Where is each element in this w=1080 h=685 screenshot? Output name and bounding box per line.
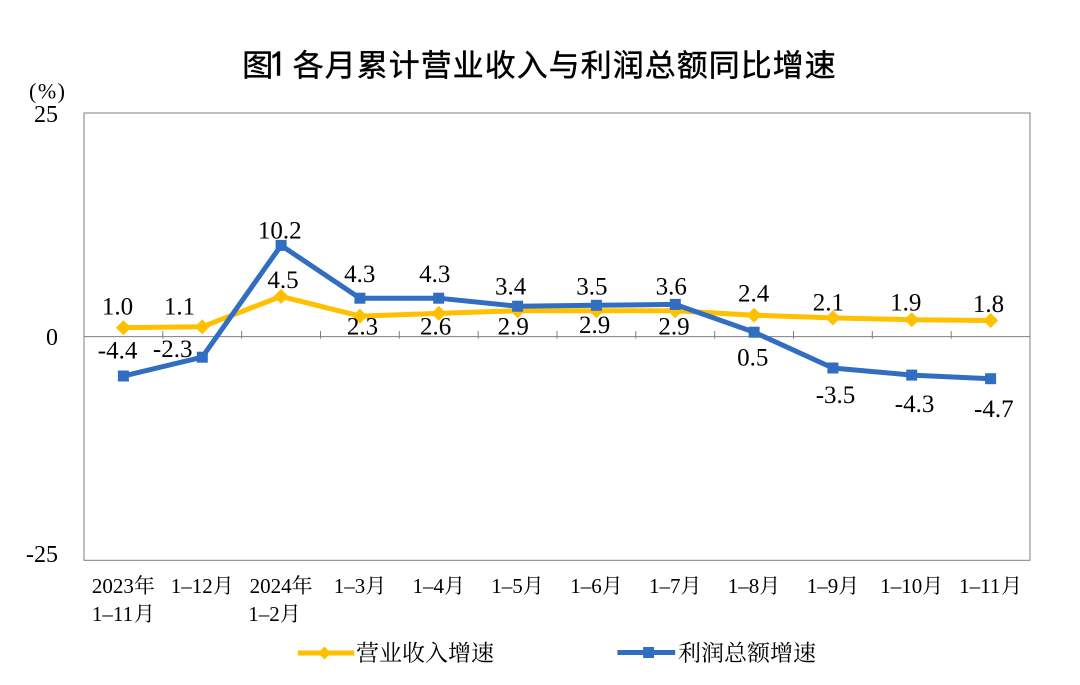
svg-text:1–8: 1–8	[728, 574, 760, 598]
svg-text:-3.5: -3.5	[816, 382, 856, 409]
svg-text:2.6: 2.6	[420, 314, 451, 341]
svg-text:-25: -25	[26, 542, 58, 568]
svg-text:10.2: 10.2	[258, 218, 302, 245]
svg-text:1–4: 1–4	[413, 574, 445, 598]
svg-text:2.9: 2.9	[658, 314, 689, 341]
svg-text:0.5: 0.5	[737, 345, 768, 372]
svg-text:2.3: 2.3	[347, 314, 378, 341]
svg-text:1–5: 1–5	[491, 574, 523, 598]
svg-text:1–11: 1–11	[92, 602, 133, 626]
svg-text:1–3: 1–3	[334, 574, 366, 598]
svg-text:4.5: 4.5	[267, 267, 298, 294]
svg-text:1–2: 1–2	[248, 602, 279, 626]
svg-text:3.6: 3.6	[656, 274, 687, 301]
svg-text:2.9: 2.9	[579, 312, 610, 339]
svg-text:2.9: 2.9	[498, 314, 529, 341]
svg-text:2024: 2024	[250, 574, 293, 598]
svg-text:2.1: 2.1	[813, 290, 844, 317]
svg-text:1.1: 1.1	[164, 294, 195, 321]
svg-text:1.9: 1.9	[890, 290, 921, 317]
svg-text:1.0: 1.0	[102, 294, 133, 321]
svg-text:-4.3: -4.3	[895, 391, 935, 418]
svg-text:4.3: 4.3	[344, 261, 375, 288]
svg-text:1–10: 1–10	[880, 574, 922, 598]
svg-text:0: 0	[46, 325, 58, 351]
svg-text:1–12: 1–12	[171, 574, 213, 598]
svg-text:1–9: 1–9	[807, 574, 839, 598]
svg-text:(%): (%)	[29, 79, 66, 104]
svg-text:1–11: 1–11	[959, 574, 1000, 598]
svg-text:2023: 2023	[92, 574, 134, 598]
svg-text:1.8: 1.8	[973, 291, 1004, 318]
svg-text:-4.7: -4.7	[974, 396, 1014, 423]
svg-text:4.3: 4.3	[419, 261, 450, 288]
svg-text:2.4: 2.4	[738, 280, 770, 307]
svg-text:1–6: 1–6	[570, 574, 602, 598]
svg-text:3.5: 3.5	[576, 274, 607, 301]
svg-text:25: 25	[34, 102, 58, 128]
svg-text:1–7: 1–7	[649, 574, 681, 598]
svg-text:3.4: 3.4	[495, 274, 527, 301]
svg-text:-2.3: -2.3	[153, 336, 193, 363]
svg-text:-4.4: -4.4	[98, 338, 138, 365]
